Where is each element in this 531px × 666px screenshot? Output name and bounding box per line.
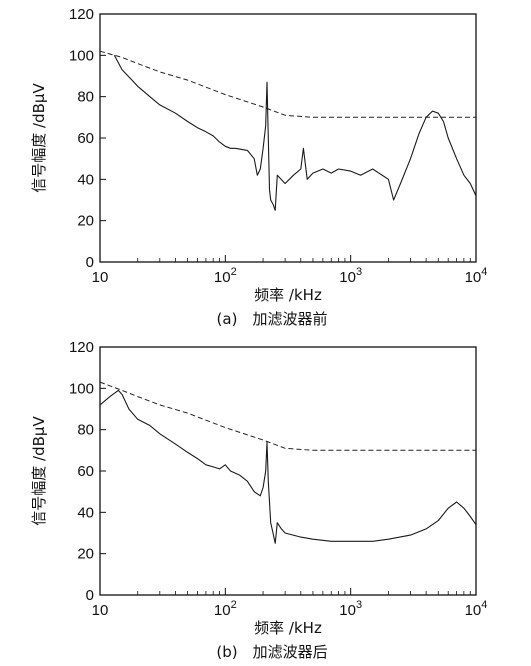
chart-b-svg: 0 20 40 60 80 100 120 10 102 103 104 频率 /kHz 信号幅度 /d… bbox=[30, 339, 488, 661]
y-tick-label-a-2: 40 bbox=[77, 171, 94, 188]
caption-a: (a) 加滤波器前 bbox=[217, 310, 328, 328]
x-tick-label-a-1: 102 bbox=[214, 266, 237, 286]
y-axis-label-b: 信号幅度 /dBμV bbox=[30, 416, 48, 526]
y-tick-label-a-0: 0 bbox=[86, 254, 94, 271]
x-tick-label-a-3: 104 bbox=[465, 266, 488, 286]
y-tick-label-b-3: 60 bbox=[77, 463, 94, 480]
measured-spectrum-line-a bbox=[113, 55, 477, 211]
measured-spectrum-line-b bbox=[99, 389, 477, 544]
x-tick-label-b-2: 103 bbox=[339, 599, 362, 619]
y-tick-label-b-0: 0 bbox=[86, 587, 94, 604]
y-tick-label-b-1: 20 bbox=[77, 546, 94, 563]
chart-a-svg: 0 20 40 60 80 100 120 10 102 103 104 频率 /kHz 信号幅度 /d… bbox=[30, 6, 488, 328]
y-tick-label-b-2: 40 bbox=[77, 504, 94, 521]
y-tick-label-b-5: 100 bbox=[69, 380, 94, 397]
plot-frame-b bbox=[99, 346, 477, 596]
x-tick-label-b-3: 104 bbox=[465, 599, 488, 619]
y-tick-label-a-6: 120 bbox=[69, 6, 94, 23]
x-tick-label-a-0: 10 bbox=[92, 269, 109, 286]
chart-panel-a: 0 20 40 60 80 100 120 10 102 103 104 频率 /kHz 信号幅度 /d… bbox=[30, 6, 488, 328]
x-tick-label-b-0: 10 bbox=[92, 602, 109, 619]
y-tick-label-a-5: 100 bbox=[69, 47, 94, 64]
y-tick-label-a-3: 60 bbox=[77, 130, 94, 147]
x-tick-label-a-2: 103 bbox=[339, 266, 362, 286]
caption-b: (b) 加滤波器后 bbox=[216, 643, 327, 661]
x-tick-label-b-1: 102 bbox=[214, 599, 237, 619]
chart-panel-b: 0 20 40 60 80 100 120 10 102 103 104 频率 /kHz 信号幅度 /d… bbox=[0, 333, 531, 666]
y-tick-label-a-4: 80 bbox=[77, 89, 94, 106]
limit-line-a bbox=[99, 50, 476, 118]
y-tick-label-b-6: 120 bbox=[69, 339, 94, 356]
y-axis-label-a: 信号幅度 /dBμV bbox=[30, 83, 48, 193]
plot-frame-a bbox=[99, 13, 477, 263]
x-axis-label-b: 频率 /kHz bbox=[254, 619, 322, 637]
limit-line-b bbox=[99, 381, 476, 451]
y-tick-label-b-4: 80 bbox=[77, 422, 94, 439]
y-tick-label-a-1: 20 bbox=[77, 213, 94, 230]
x-axis-label-a: 频率 /kHz bbox=[254, 286, 322, 304]
